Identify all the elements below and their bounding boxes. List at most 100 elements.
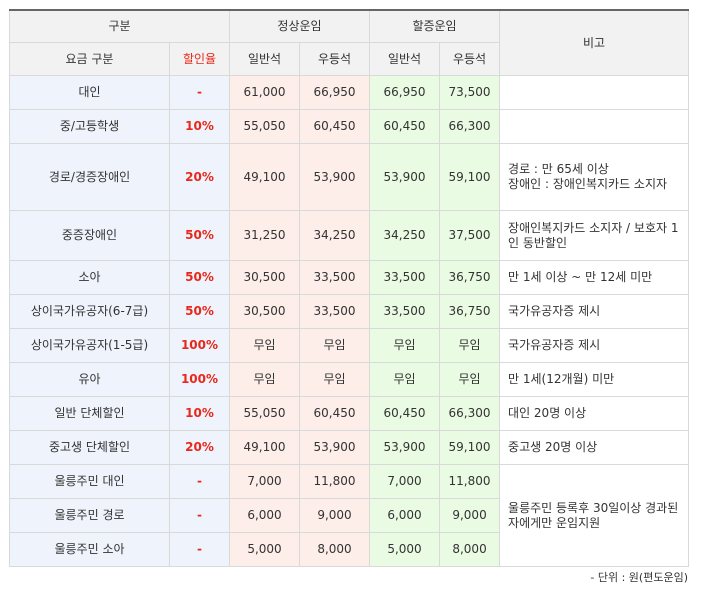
table-row: 대인 - 61,000 66,950 66,950 73,500 — [9, 75, 690, 110]
normal-standard-fare: 55,050 — [229, 109, 300, 144]
discount-rate: 100% — [169, 362, 230, 397]
surge-premium-fare: 36,750 — [439, 260, 501, 295]
fare-name: 울릉주민 대인 — [9, 464, 170, 499]
surge-standard-fare: 5,000 — [369, 532, 441, 567]
header-surge-premium-seat: 우등석 — [439, 42, 501, 76]
surge-premium-fare: 36,750 — [439, 294, 501, 329]
surge-premium-fare: 59,100 — [439, 430, 501, 465]
remark: 울릉주민 등록후 30일이상 경과된 자에게만 운임지원 — [499, 464, 690, 567]
header-remarks: 비고 — [499, 9, 690, 76]
discount-rate: 50% — [169, 210, 230, 261]
surge-premium-fare: 무임 — [439, 362, 501, 397]
normal-standard-fare: 무임 — [229, 328, 300, 363]
surge-standard-fare: 66,950 — [369, 75, 441, 110]
surge-standard-fare: 53,900 — [369, 143, 441, 211]
normal-standard-fare: 무임 — [229, 362, 300, 397]
normal-premium-fare: 53,900 — [298, 143, 371, 211]
normal-premium-fare: 무임 — [298, 328, 371, 363]
table-row: 울릉주민 소아 - 5,000 8,000 5,000 8,000 — [9, 532, 689, 567]
unit-note: - 단위 : 원(편도운임) — [590, 571, 688, 584]
remark: 만 1세 이상 ~ 만 12세 미만 — [499, 260, 690, 295]
surge-standard-fare: 33,500 — [369, 294, 441, 329]
remark: 장애인복지카드 소지자 / 보호자 1인 동반할인 — [499, 210, 690, 261]
header-discount-rate: 할인율 — [169, 42, 230, 76]
discount-rate: 10% — [169, 109, 230, 144]
remark: 만 1세(12개월) 미만 — [499, 362, 690, 397]
surge-premium-fare: 59,100 — [439, 143, 501, 211]
normal-premium-fare: 무임 — [298, 362, 371, 397]
normal-standard-fare: 30,500 — [229, 294, 300, 329]
normal-standard-fare: 31,250 — [229, 210, 300, 261]
normal-standard-fare: 49,100 — [229, 143, 300, 211]
discount-rate: 50% — [169, 260, 230, 295]
remark: 국가유공자증 제시 — [499, 294, 690, 329]
normal-premium-fare: 34,250 — [298, 210, 371, 261]
table-row: 유아 100% 무임 무임 무임 무임 만 1세(12개월) 미만 — [9, 362, 690, 397]
header-row-2: 요금 구분 할인율 일반석 우등석 일반석 우등석 — [9, 42, 689, 76]
table-row: 상이국가유공자(1-5급) 100% 무임 무임 무임 무임 국가유공자증 제시 — [9, 328, 690, 363]
header-normal-fare: 정상운임 — [228, 9, 371, 43]
table-row: 울릉주민 대인 - 7,000 11,800 7,000 11,800 울릉주민… — [9, 464, 690, 567]
table-row: 경로/경증장애인 20% 49,100 53,900 53,900 59,100… — [9, 143, 690, 211]
remark: 대인 20명 이상 — [499, 396, 690, 431]
surge-standard-fare: 60,450 — [369, 109, 441, 144]
remark-line: 장애인 : 장애인복지카드 소지자 — [508, 177, 668, 191]
fare-name: 대인 — [9, 75, 170, 110]
header-surge-standard-seat: 일반석 — [369, 42, 441, 76]
discount-rate: 20% — [169, 430, 230, 465]
normal-premium-fare: 9,000 — [298, 498, 371, 533]
normal-standard-fare: 49,100 — [229, 430, 300, 465]
surge-premium-fare: 37,500 — [439, 210, 501, 261]
remark-line: 경로 : 만 65세 이상 — [508, 162, 609, 176]
fare-name: 중/고등학생 — [9, 109, 170, 144]
normal-standard-fare: 7,000 — [229, 464, 300, 499]
fare-name: 상이국가유공자(1-5급) — [9, 328, 170, 363]
surge-standard-fare: 34,250 — [369, 210, 441, 261]
surge-premium-fare: 8,000 — [439, 532, 501, 567]
discount-rate: - — [169, 532, 230, 567]
header-normal-standard-seat: 일반석 — [229, 42, 300, 76]
header-row-1: 구분 정상운임 할증운임 비고 — [9, 9, 690, 76]
header-surge-fare: 할증운임 — [369, 9, 501, 43]
surge-premium-fare: 무임 — [439, 328, 501, 363]
fare-name: 중증장애인 — [9, 210, 170, 261]
fare-name: 울릉주민 경로 — [9, 498, 170, 533]
table-row: 소아 50% 30,500 33,500 33,500 36,750 만 1세 … — [9, 260, 690, 295]
discount-rate: 50% — [169, 294, 230, 329]
fare-name: 경로/경증장애인 — [9, 143, 170, 211]
normal-premium-fare: 33,500 — [298, 260, 371, 295]
remark: 중고생 20명 이상 — [499, 430, 690, 465]
discount-rate: 20% — [169, 143, 230, 211]
normal-premium-fare: 8,000 — [298, 532, 371, 567]
discount-rate: - — [169, 75, 230, 110]
normal-standard-fare: 6,000 — [229, 498, 300, 533]
surge-standard-fare: 무임 — [369, 362, 441, 397]
normal-standard-fare: 61,000 — [229, 75, 300, 110]
remark — [499, 75, 690, 110]
surge-standard-fare: 60,450 — [369, 396, 441, 431]
surge-premium-fare: 66,300 — [439, 109, 501, 144]
normal-standard-fare: 55,050 — [229, 396, 300, 431]
discount-rate: 100% — [169, 328, 230, 363]
surge-premium-fare: 73,500 — [439, 75, 501, 110]
normal-premium-fare: 53,900 — [298, 430, 371, 465]
table-row: 상이국가유공자(6-7급) 50% 30,500 33,500 33,500 3… — [9, 294, 690, 329]
discount-rate: - — [169, 464, 230, 499]
surge-standard-fare: 6,000 — [369, 498, 441, 533]
discount-rate: - — [169, 498, 230, 533]
normal-premium-fare: 11,800 — [298, 464, 371, 499]
remark: 경로 : 만 65세 이상 장애인 : 장애인복지카드 소지자 — [499, 143, 690, 211]
header-fare-type: 요금 구분 — [9, 42, 170, 76]
normal-premium-fare: 60,450 — [298, 109, 371, 144]
header-normal-premium-seat: 우등석 — [298, 42, 371, 76]
table-row: 중고생 단체할인 20% 49,100 53,900 53,900 59,100… — [9, 430, 690, 465]
fare-name: 상이국가유공자(6-7급) — [9, 294, 170, 329]
normal-premium-fare: 33,500 — [298, 294, 371, 329]
header-category: 구분 — [9, 9, 230, 43]
surge-standard-fare: 53,900 — [369, 430, 441, 465]
fare-name: 유아 — [9, 362, 170, 397]
remark: 국가유공자증 제시 — [499, 328, 690, 363]
fare-name: 일반 단체할인 — [9, 396, 170, 431]
normal-premium-fare: 66,950 — [298, 75, 371, 110]
remark — [499, 109, 690, 144]
